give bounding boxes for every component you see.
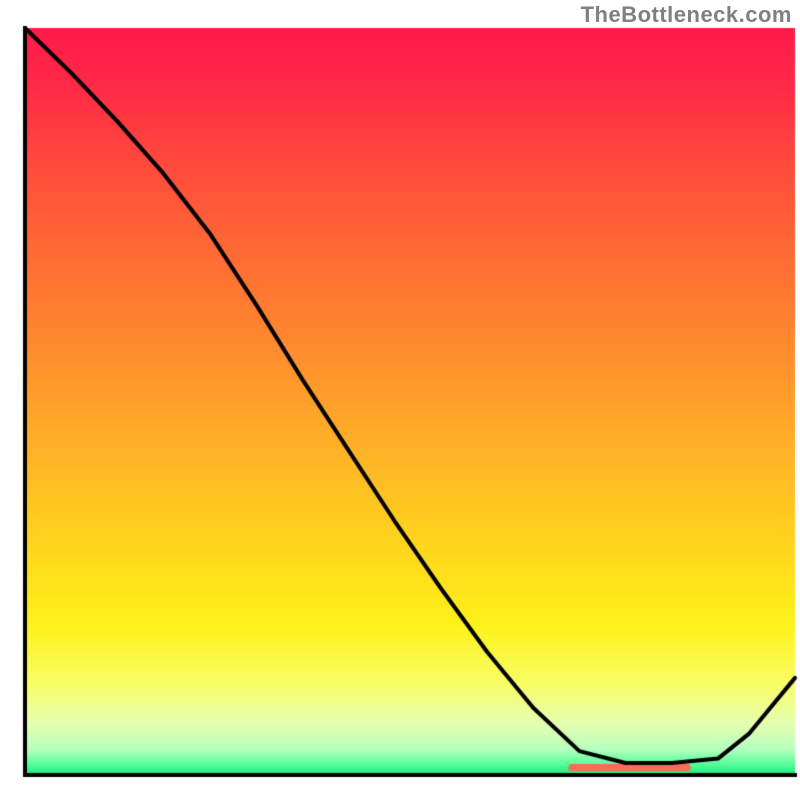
chart-container: TheBottleneck.com xyxy=(0,0,800,800)
bottleneck-chart xyxy=(0,0,800,800)
